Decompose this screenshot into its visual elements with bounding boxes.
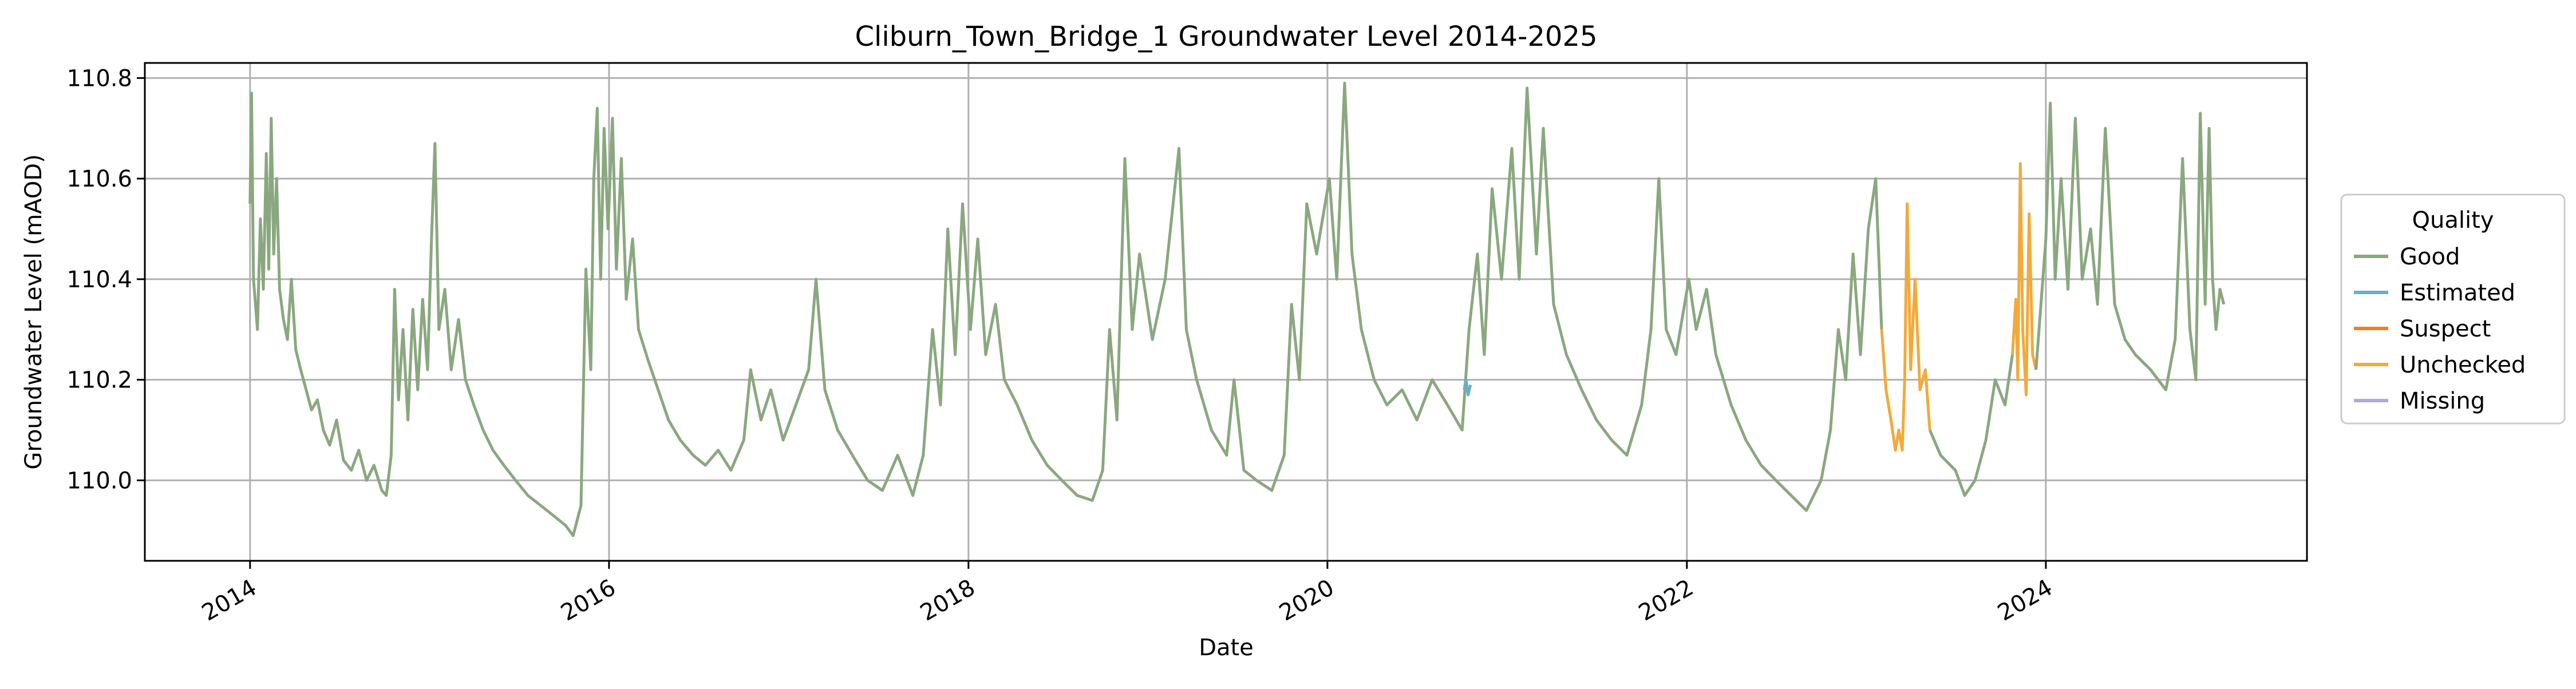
x-axis-label: Date	[1199, 635, 1254, 661]
legend-label-good: Good	[2400, 244, 2460, 270]
y-tick-label: 110.0	[66, 468, 132, 494]
legend-entries: Good Estimated Suspect Unchecked Missing	[2354, 244, 2526, 414]
plot-frame	[144, 62, 2308, 562]
legend-label-estimated: Estimated	[2400, 280, 2515, 306]
series-line-unchecked	[2011, 162, 2038, 397]
series-line-unchecked	[1880, 202, 1931, 452]
series-line-good	[2034, 101, 2226, 391]
series-line-good	[248, 81, 1883, 537]
y-tick-label: 110.4	[66, 267, 132, 293]
grid-layer	[145, 63, 2307, 561]
legend-label-suspect: Suspect	[2400, 316, 2491, 342]
legend-label-missing: Missing	[2400, 388, 2485, 414]
legend-label-unchecked: Unchecked	[2400, 352, 2526, 378]
series-layer	[248, 81, 2226, 537]
series-line-estimated	[1463, 378, 1472, 397]
y-tick-label: 110.8	[66, 65, 132, 92]
legend: Quality Good Estimated Suspect Unchecked Mis…	[2340, 193, 2566, 425]
series-line-good	[1928, 354, 2014, 497]
legend-title: Quality	[2412, 207, 2494, 233]
chart-title: Cliburn_Town_Bridge_1 Groundwater Level …	[855, 21, 1597, 53]
y-tick-label: 110.2	[66, 367, 132, 394]
legend-frame	[2340, 193, 2566, 425]
y-tick-label: 110.6	[66, 166, 132, 192]
y-axis-label: Groundwater Level (mAOD)	[21, 154, 47, 469]
